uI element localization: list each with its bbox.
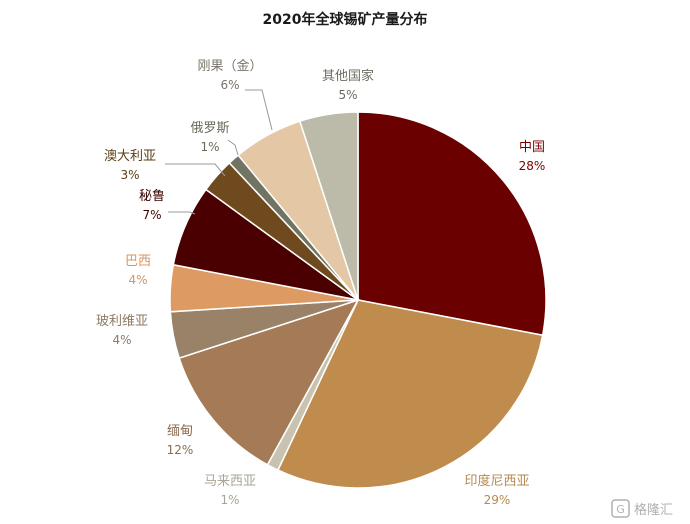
slice-percent-9: 6%: [220, 78, 239, 92]
slice-label-5: 巴西: [125, 254, 151, 269]
slice-label-3: 缅甸: [167, 424, 193, 439]
leader-line-6: [168, 211, 196, 215]
slice-percent-10: 5%: [338, 88, 357, 102]
watermark-text: 格隆汇: [634, 502, 673, 518]
watermark: G 格隆汇: [611, 499, 673, 518]
leader-line-7: [165, 163, 226, 177]
slice-percent-4: 4%: [112, 333, 131, 347]
leader-line-9: [245, 89, 273, 131]
slice-label-6: 秘鲁: [139, 189, 165, 204]
slice-label-7: 澳大利亚: [104, 148, 156, 164]
slice-percent-0: 28%: [519, 159, 546, 173]
slice-percent-2: 1%: [220, 493, 239, 507]
slice-labels: 中国 28% 印度尼西亚 29% 马来西亚 1% 缅甸 12% 玻利维亚 4% 巴西 4% 秘鲁 7% 澳大…: [96, 58, 545, 507]
slice-percent-7: 3%: [120, 168, 139, 182]
slice-percent-1: 29%: [484, 493, 511, 507]
slice-label-10: 其他国家: [322, 68, 374, 84]
leader-lines: [165, 89, 273, 215]
slice-label-2: 马来西亚: [204, 474, 256, 489]
slice-label-9: 刚果（金）: [197, 58, 262, 74]
slice-label-4: 玻利维亚: [96, 314, 148, 329]
slice-label-1: 印度尼西亚: [464, 473, 529, 489]
leader-line-8: [227, 139, 239, 156]
slice-label-0: 中国: [519, 140, 545, 155]
gelonghui-logo-icon: G: [611, 499, 630, 518]
pie-slice-3: [178, 298, 360, 466]
slice-percent-6: 7%: [142, 208, 161, 222]
pie-slice-10: [298, 111, 359, 301]
slice-percent-8: 1%: [200, 140, 219, 154]
pie-slices: [169, 111, 547, 489]
slice-percent-5: 4%: [128, 273, 147, 287]
slice-label-8: 俄罗斯: [190, 121, 229, 136]
slice-percent-3: 12%: [167, 443, 194, 457]
svg-text:G: G: [616, 503, 625, 516]
pie-slice-1: [276, 299, 544, 489]
pie-slice-0: [357, 111, 547, 337]
chart-title: 2020年全球锡矿产量分布: [263, 11, 428, 28]
